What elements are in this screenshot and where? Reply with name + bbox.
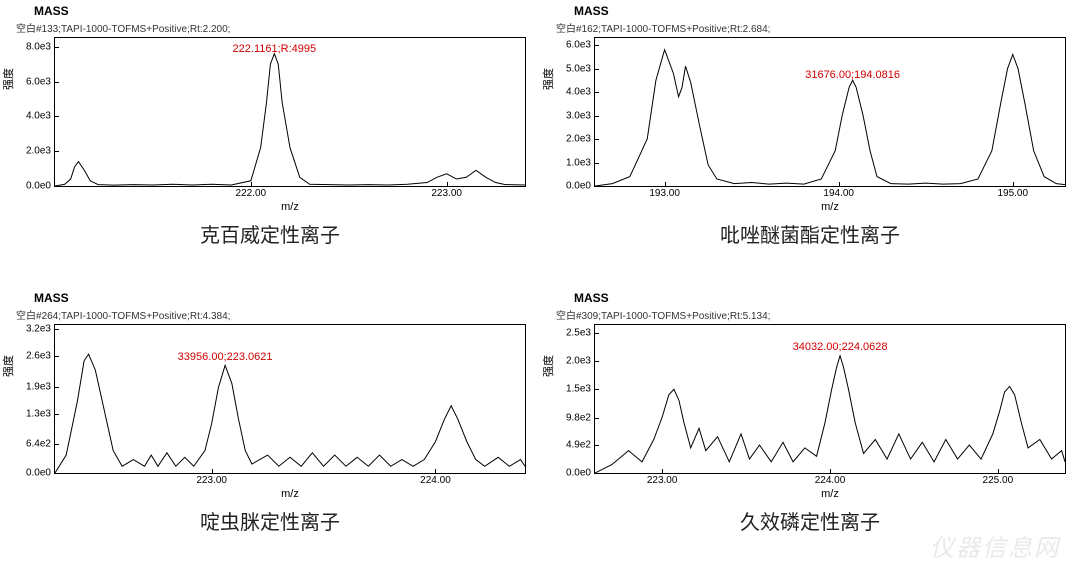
y-tick-label: 2.0e3 — [26, 146, 55, 157]
subtitle: 空白#264;TAPI-1000-TOFMS+Positive;Rt:4.384… — [16, 307, 530, 322]
chart-plot-area: 0.0e04.9e29.8e21.5e32.0e32.5e3223.00224.… — [594, 324, 1066, 474]
x-axis-label: m/z — [54, 488, 526, 500]
y-tick-label: 1.3e3 — [26, 409, 55, 420]
y-tick — [55, 47, 59, 48]
y-tick — [55, 473, 59, 474]
x-tick-label: 223.00 — [196, 473, 227, 486]
y-tick — [55, 82, 59, 83]
x-tick-label: 193.00 — [649, 186, 680, 199]
y-axis-label: 强度 — [540, 68, 556, 90]
y-tick — [595, 473, 599, 474]
y-tick-label: 0.0e0 — [26, 467, 55, 478]
mass-title: MASS — [34, 291, 530, 305]
y-tick — [55, 186, 59, 187]
y-tick — [595, 333, 599, 334]
y-tick — [595, 69, 599, 70]
y-tick-label: 0.0e0 — [566, 467, 595, 478]
y-tick — [595, 445, 599, 446]
subtitle: 空白#133;TAPI-1000-TOFMS+Positive;Rt:2.200… — [16, 20, 530, 35]
x-axis-label: m/z — [594, 201, 1066, 213]
y-axis-label: 强度 — [540, 355, 556, 377]
y-tick-label: 2.6e3 — [26, 350, 55, 361]
spectrum-line — [595, 38, 1065, 186]
y-tick-label: 6.4e2 — [26, 438, 55, 449]
y-tick-label: 5.0e3 — [566, 63, 595, 74]
y-tick — [55, 387, 59, 388]
spectrum-line — [55, 38, 525, 186]
y-tick-label: 1.5e3 — [566, 383, 595, 394]
y-tick-label: 2.5e3 — [566, 327, 595, 338]
mass-title: MASS — [34, 4, 530, 18]
spectrum-line — [55, 325, 525, 473]
peak-label: 34032.00;224.0628 — [793, 341, 888, 353]
panel-caption: 久效磷定性离子 — [550, 506, 1070, 535]
subtitle: 空白#162;TAPI-1000-TOFMS+Positive;Rt:2.684… — [556, 20, 1070, 35]
chart-grid: MASS 空白#133;TAPI-1000-TOFMS+Positive;Rt:2… — [0, 0, 1080, 573]
y-tick — [55, 151, 59, 152]
x-tick-label: 224.00 — [420, 473, 451, 486]
x-tick-label: 225.00 — [983, 473, 1014, 486]
x-tick-label: 223.00 — [431, 186, 462, 199]
x-tick-label: 195.00 — [997, 186, 1028, 199]
mass-title: MASS — [574, 291, 1070, 305]
y-tick — [595, 92, 599, 93]
y-tick — [595, 361, 599, 362]
y-tick-label: 4.0e3 — [566, 87, 595, 98]
y-tick-label: 6.0e3 — [566, 40, 595, 51]
y-tick-label: 1.9e3 — [26, 382, 55, 393]
y-tick — [55, 414, 59, 415]
y-tick-label: 2.0e3 — [566, 134, 595, 145]
y-tick-label: 0.0e0 — [26, 181, 55, 192]
panel-caption: 啶虫脒定性离子 — [10, 506, 530, 535]
chart-panel-p4: MASS 空白#309;TAPI-1000-TOFMS+Positive;Rt:5… — [540, 287, 1080, 573]
chart-panel-p3: MASS 空白#264;TAPI-1000-TOFMS+Positive;Rt:4… — [0, 287, 540, 573]
y-tick — [55, 116, 59, 117]
y-tick-label: 8.0e3 — [26, 41, 55, 52]
panel-caption: 吡唑醚菌酯定性离子 — [550, 219, 1070, 248]
chart-panel-p1: MASS 空白#133;TAPI-1000-TOFMS+Positive;Rt:2… — [0, 0, 540, 287]
x-axis-label: m/z — [54, 201, 526, 213]
mass-title: MASS — [574, 4, 1070, 18]
y-tick-label: 0.0e0 — [566, 181, 595, 192]
y-tick-label: 3.0e3 — [566, 110, 595, 121]
y-tick — [595, 139, 599, 140]
chart-panel-p2: MASS 空白#162;TAPI-1000-TOFMS+Positive;Rt:2… — [540, 0, 1080, 287]
peak-label: 222.1161;R:4995 — [233, 43, 317, 55]
y-tick — [595, 186, 599, 187]
x-tick-label: 222.00 — [236, 186, 267, 199]
y-tick-label: 2.0e3 — [566, 355, 595, 366]
chart-plot-area: 0.0e02.0e34.0e36.0e38.0e3222.00223.00222… — [54, 37, 526, 187]
panel-caption: 克百威定性离子 — [10, 219, 530, 248]
x-tick-label: 224.00 — [815, 473, 846, 486]
y-tick — [595, 389, 599, 390]
peak-label: 33956.00;223.0621 — [178, 351, 273, 363]
y-tick — [595, 116, 599, 117]
y-tick — [595, 45, 599, 46]
chart-plot-area: 0.0e06.4e21.3e31.9e32.6e33.2e3223.00224.… — [54, 324, 526, 474]
y-axis-label: 强度 — [0, 355, 16, 377]
y-tick — [595, 418, 599, 419]
y-tick — [595, 163, 599, 164]
y-tick-label: 9.8e2 — [566, 412, 595, 423]
x-axis-label: m/z — [594, 488, 1066, 500]
chart-plot-area: 0.0e01.0e32.0e33.0e34.0e35.0e36.0e3193.0… — [594, 37, 1066, 187]
y-tick — [55, 329, 59, 330]
x-tick-label: 223.00 — [647, 473, 678, 486]
y-tick-label: 3.2e3 — [26, 323, 55, 334]
subtitle: 空白#309;TAPI-1000-TOFMS+Positive;Rt:5.134… — [556, 307, 1070, 322]
x-tick-label: 194.00 — [823, 186, 854, 199]
y-tick-label: 4.9e2 — [566, 440, 595, 451]
peak-label: 31676.00;194.0816 — [805, 69, 900, 81]
y-tick — [55, 444, 59, 445]
y-tick-label: 1.0e3 — [566, 157, 595, 168]
y-axis-label: 强度 — [0, 68, 16, 90]
y-tick-label: 6.0e3 — [26, 76, 55, 87]
y-tick-label: 4.0e3 — [26, 111, 55, 122]
y-tick — [55, 356, 59, 357]
